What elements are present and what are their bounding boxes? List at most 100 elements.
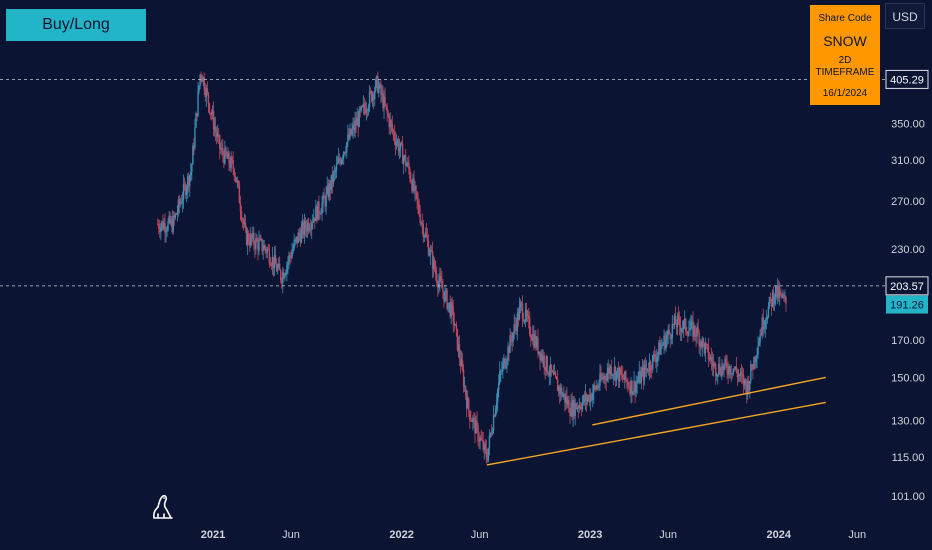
candle: [738, 373, 741, 383]
signal-badge[interactable]: Buy/Long Candidate ↗: [6, 9, 146, 65]
candle: [722, 362, 724, 375]
candle: [608, 363, 610, 380]
candle: [209, 112, 212, 120]
candle: [158, 219, 160, 235]
candle: [455, 321, 458, 337]
candle: [677, 306, 680, 326]
candle: [657, 351, 659, 367]
currency-button[interactable]: USD: [885, 3, 925, 29]
candle: [479, 434, 481, 450]
candle: [760, 327, 762, 337]
candle: [253, 226, 255, 251]
candle: [256, 234, 258, 243]
y-tick-label: 270.00: [891, 196, 925, 208]
candle: [610, 359, 613, 380]
candle: [628, 382, 630, 390]
price-axis[interactable]: 101.00 115.00 130.00 150.00 170.00 230.00 270.…: [885, 69, 929, 503]
candle: [581, 395, 584, 412]
support-trendline[interactable]: [486, 401, 826, 466]
candle: [282, 266, 284, 294]
candle: [427, 234, 430, 257]
candle: [520, 301, 523, 312]
y-tick-label: 170.00: [891, 335, 925, 347]
candle: [491, 427, 494, 436]
candle: [480, 429, 482, 441]
candle: [212, 101, 215, 137]
trendlines-layer[interactable]: [486, 376, 826, 466]
candle: [712, 354, 715, 377]
candle: [740, 363, 743, 384]
candle: [655, 351, 657, 369]
candle: [359, 106, 361, 118]
candle: [290, 250, 292, 263]
candle: [531, 334, 533, 342]
candle: [660, 339, 662, 356]
candle: [264, 244, 266, 255]
candle: [730, 364, 732, 382]
candle: [589, 388, 592, 411]
candle: [219, 134, 221, 160]
candle: [468, 396, 470, 418]
candle: [780, 288, 782, 296]
candle: [458, 335, 461, 367]
candle: [357, 111, 359, 138]
candle: [748, 375, 750, 394]
candle: [443, 291, 445, 308]
candle: [387, 109, 389, 118]
candle: [262, 239, 264, 260]
candle: [682, 319, 685, 338]
candle: [532, 325, 534, 346]
candle: [306, 218, 309, 239]
candle: [744, 377, 747, 395]
candle: [432, 255, 435, 278]
candle: [175, 212, 178, 216]
candle: [163, 218, 165, 231]
candle: [723, 363, 725, 378]
candle: [483, 441, 485, 460]
candle: [600, 365, 602, 383]
candle: [305, 220, 308, 238]
candle: [755, 355, 757, 369]
candle: [746, 379, 748, 404]
candle: [269, 256, 272, 267]
x-tick-label: Jun: [282, 529, 300, 541]
support-trendline[interactable]: [592, 376, 826, 426]
candle: [347, 124, 349, 147]
candle: [739, 368, 742, 382]
candle: [274, 245, 277, 265]
candle: [634, 380, 636, 404]
candle: [335, 155, 338, 179]
candle: [316, 204, 318, 224]
candle: [545, 354, 547, 377]
candle: [583, 390, 586, 406]
candle: [688, 320, 690, 337]
candle: [670, 334, 672, 345]
time-axis[interactable]: 2021 Jun 2022 Jun 2023 Jun 2024 Jun: [201, 529, 866, 541]
candle: [648, 353, 651, 381]
candle: [709, 354, 712, 365]
candle: [222, 138, 224, 163]
candle: [772, 286, 775, 311]
candle: [565, 390, 567, 410]
candle: [411, 180, 413, 194]
candle: [552, 364, 555, 376]
candle: [451, 296, 453, 316]
candle: [317, 201, 319, 221]
candle: [765, 309, 768, 330]
candle: [779, 281, 781, 306]
candle: [392, 128, 395, 142]
candle: [224, 140, 226, 165]
candle: [231, 155, 233, 164]
candle: [504, 357, 506, 370]
candle: [252, 226, 254, 243]
candle: [415, 184, 417, 200]
candle: [469, 410, 471, 429]
candle: [232, 151, 234, 176]
candle: [207, 91, 210, 113]
level-price-label: 405.29: [885, 69, 929, 89]
candle: [704, 337, 707, 362]
dinosaur-icon: [153, 494, 173, 519]
y-tick-label: 310.00: [891, 155, 925, 167]
candle: [602, 372, 604, 383]
